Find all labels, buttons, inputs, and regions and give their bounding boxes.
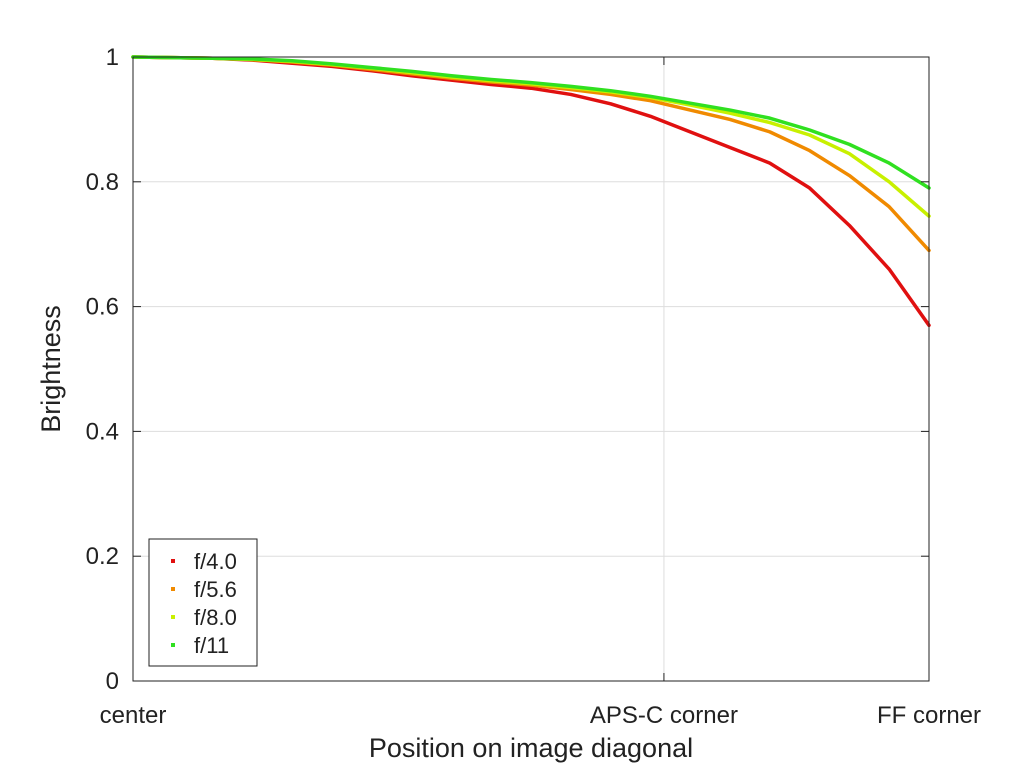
series-line-4 bbox=[131, 55, 931, 190]
y-tick-label: 0.6 bbox=[86, 294, 119, 321]
legend: f/4.0 f/5.6 f/8.0 f/11 bbox=[148, 538, 258, 667]
y-tick-label: 0 bbox=[106, 668, 119, 695]
legend-label: f/4.0 bbox=[194, 549, 237, 574]
legend-box bbox=[148, 538, 258, 667]
legend-label: f/5.6 bbox=[194, 577, 237, 602]
y-tick-label: 0.8 bbox=[86, 169, 119, 196]
legend-marker bbox=[171, 587, 175, 591]
legend-marker bbox=[171, 615, 175, 619]
series-lines bbox=[131, 55, 931, 328]
legend-label: f/8.0 bbox=[194, 605, 237, 630]
x-tick-label: APS-C corner bbox=[590, 702, 738, 729]
y-axis-title: Brightness bbox=[36, 305, 66, 433]
legend-label: f/11 bbox=[194, 633, 229, 658]
x-tick-label: center bbox=[100, 702, 167, 729]
y-tick-label: 0.4 bbox=[86, 418, 119, 445]
y-tick-label: 1 bbox=[106, 44, 119, 71]
axis-ticks bbox=[132, 56, 930, 682]
y-tick-labels: 0 0.2 0.4 0.6 0.8 1 bbox=[86, 44, 119, 695]
x-tick-label: FF corner bbox=[877, 702, 981, 729]
legend-marker bbox=[171, 559, 175, 563]
legend-marker bbox=[171, 643, 175, 647]
x-tick-labels: center APS-C corner FF corner bbox=[100, 702, 981, 729]
x-axis-title: Position on image diagonal bbox=[369, 733, 693, 763]
plot-frame bbox=[132, 56, 930, 682]
y-tick-label: 0.2 bbox=[86, 543, 119, 570]
